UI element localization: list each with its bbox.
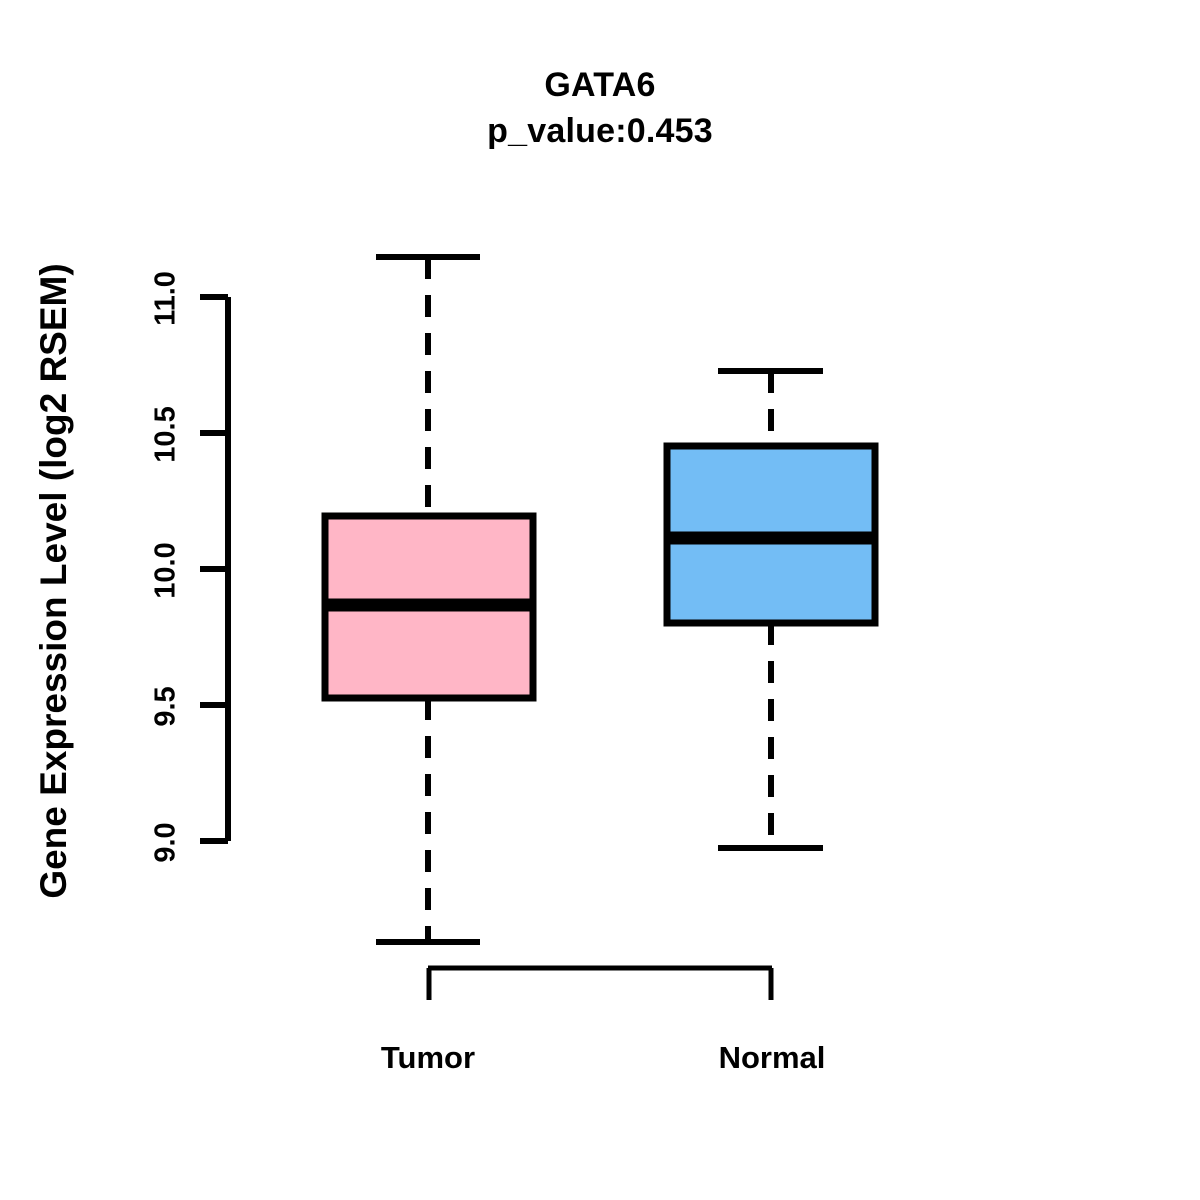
y-axis bbox=[200, 294, 231, 844]
x-axis bbox=[426, 965, 774, 1000]
box-normal bbox=[663, 368, 879, 851]
x-tick-label-tumor: Tumor bbox=[380, 1040, 476, 1075]
box-tumor bbox=[321, 254, 537, 945]
x-tick-label-normal: Normal bbox=[718, 1040, 826, 1075]
